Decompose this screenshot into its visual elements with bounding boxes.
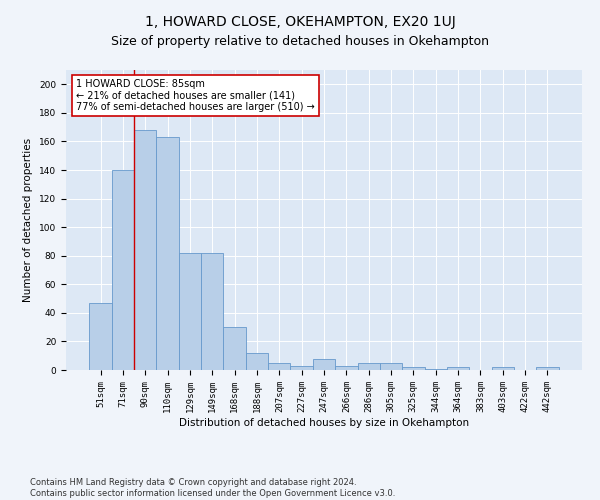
Text: 1 HOWARD CLOSE: 85sqm
← 21% of detached houses are smaller (141)
77% of semi-det: 1 HOWARD CLOSE: 85sqm ← 21% of detached … <box>76 79 315 112</box>
X-axis label: Distribution of detached houses by size in Okehampton: Distribution of detached houses by size … <box>179 418 469 428</box>
Bar <box>491 367 514 370</box>
Text: Size of property relative to detached houses in Okehampton: Size of property relative to detached ho… <box>111 35 489 48</box>
Bar <box>223 327 246 370</box>
Bar <box>112 170 134 370</box>
Bar <box>201 253 223 370</box>
Bar <box>358 363 380 370</box>
Bar <box>335 366 358 370</box>
Bar <box>536 367 559 370</box>
Bar <box>134 130 157 370</box>
Bar <box>89 303 112 370</box>
Bar <box>313 358 335 370</box>
Text: Contains HM Land Registry data © Crown copyright and database right 2024.
Contai: Contains HM Land Registry data © Crown c… <box>30 478 395 498</box>
Text: 1, HOWARD CLOSE, OKEHAMPTON, EX20 1UJ: 1, HOWARD CLOSE, OKEHAMPTON, EX20 1UJ <box>145 15 455 29</box>
Bar <box>157 137 179 370</box>
Bar <box>290 366 313 370</box>
Bar <box>246 353 268 370</box>
Bar <box>425 368 447 370</box>
Y-axis label: Number of detached properties: Number of detached properties <box>23 138 34 302</box>
Bar <box>447 367 469 370</box>
Bar <box>402 367 425 370</box>
Bar <box>268 363 290 370</box>
Bar <box>380 363 402 370</box>
Bar <box>179 253 201 370</box>
